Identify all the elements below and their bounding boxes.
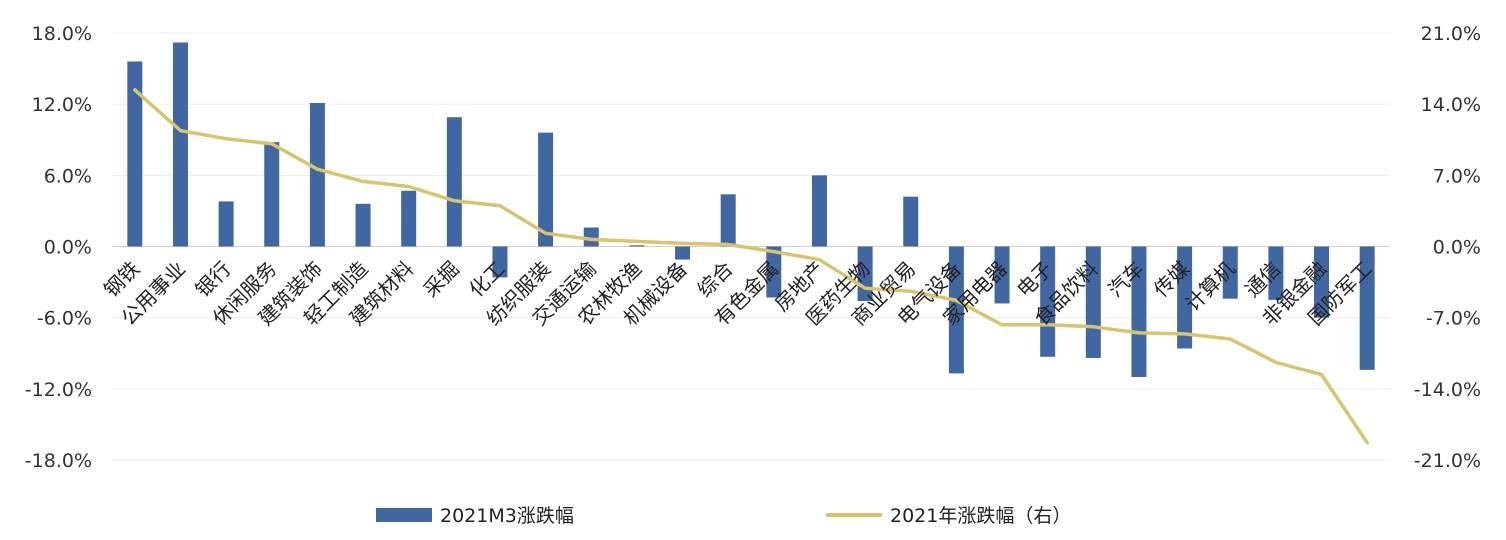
bar (1268, 246, 1284, 300)
left-axis-tick-label: -12.0% (25, 379, 92, 401)
bar (903, 196, 919, 247)
bar (172, 42, 188, 247)
right-axis-tick-label: 21.0% (1421, 23, 1481, 45)
bar (629, 245, 645, 247)
left-axis-tick-label: 12.0% (32, 94, 92, 116)
right-axis: 21.0% 14.0% 7.0% 0.0% -7.0% -14.0% -21.0% (1414, 23, 1481, 472)
right-axis-tick-label: -21.0% (1414, 450, 1481, 472)
bar (1040, 246, 1056, 357)
bar (492, 246, 508, 278)
left-axis-tick-label: -6.0% (37, 308, 92, 330)
bar-series (127, 42, 1375, 377)
bar (127, 61, 143, 247)
left-axis: 18.0% 12.0% 6.0% 0.0% -6.0% -12.0% -18.0% (25, 23, 92, 472)
bar (1314, 246, 1330, 318)
left-axis-tick-label: -18.0% (25, 450, 92, 472)
bar (720, 194, 736, 247)
bar (948, 246, 964, 374)
bar (811, 175, 827, 247)
bar (264, 142, 280, 247)
legend: 2021M3涨跌幅 2021年涨跌幅（右） (376, 505, 1071, 527)
right-axis-tick-label: -7.0% (1426, 308, 1481, 330)
bar (1131, 246, 1147, 377)
legend-label-bar: 2021M3涨跌幅 (440, 505, 574, 527)
right-axis-tick-label: 7.0% (1433, 165, 1481, 187)
bar (675, 246, 691, 260)
left-axis-tick-label: 0.0% (44, 237, 92, 259)
right-axis-tick-label: -14.0% (1414, 379, 1481, 401)
right-axis-tick-label: 0.0% (1433, 237, 1481, 259)
line-series (133, 88, 1369, 445)
line-path (133, 88, 1369, 445)
bar (1085, 246, 1101, 358)
bar (1177, 246, 1193, 349)
bar (309, 102, 325, 247)
category-label: 采掘 (419, 257, 464, 302)
bar (583, 227, 599, 247)
bar (401, 190, 417, 247)
legend-label-line: 2021年涨跌幅（右） (890, 505, 1071, 527)
left-axis-tick-label: 6.0% (44, 165, 92, 187)
left-axis-tick-label: 18.0% (32, 23, 92, 45)
bar (355, 203, 371, 247)
bar (766, 246, 782, 298)
bar (538, 132, 554, 247)
bar (446, 117, 462, 247)
bar (994, 246, 1010, 304)
right-axis-tick-label: 14.0% (1421, 94, 1481, 116)
legend-swatch-bar (376, 508, 432, 522)
bar (1222, 246, 1238, 299)
grid-lines (112, 32, 1390, 461)
bar (1359, 246, 1375, 370)
bar (218, 201, 234, 247)
